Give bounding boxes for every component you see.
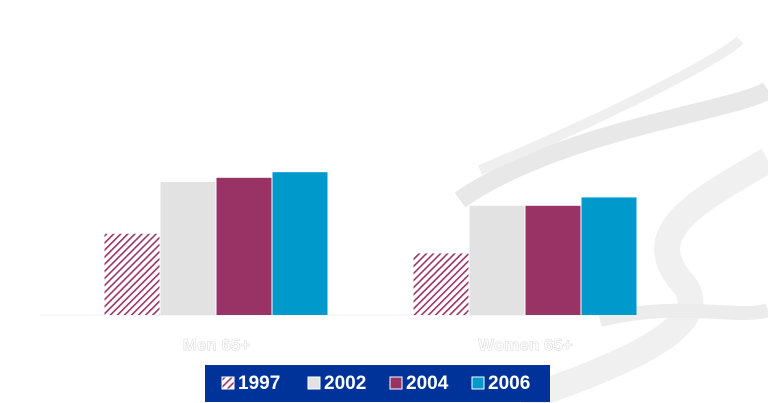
bar (160, 182, 216, 315)
bar (525, 205, 581, 315)
legend-swatch (307, 376, 321, 390)
bar (469, 205, 525, 315)
legend-label: 2004 (406, 373, 449, 394)
legend-swatch (471, 376, 485, 390)
bar (413, 253, 469, 315)
bar (216, 177, 272, 315)
x-tick-label: Women 65+ (478, 335, 573, 354)
bar (104, 233, 160, 315)
bar (581, 197, 637, 315)
legend-label: 2006 (488, 373, 530, 394)
legend-box (205, 365, 550, 402)
bar (272, 172, 328, 315)
legend-label: 2002 (324, 373, 366, 394)
legend-swatch (389, 376, 403, 390)
legend-label: 1997 (238, 373, 280, 394)
x-tick-label: Men 65+ (183, 335, 251, 354)
legend-swatch (221, 376, 235, 390)
